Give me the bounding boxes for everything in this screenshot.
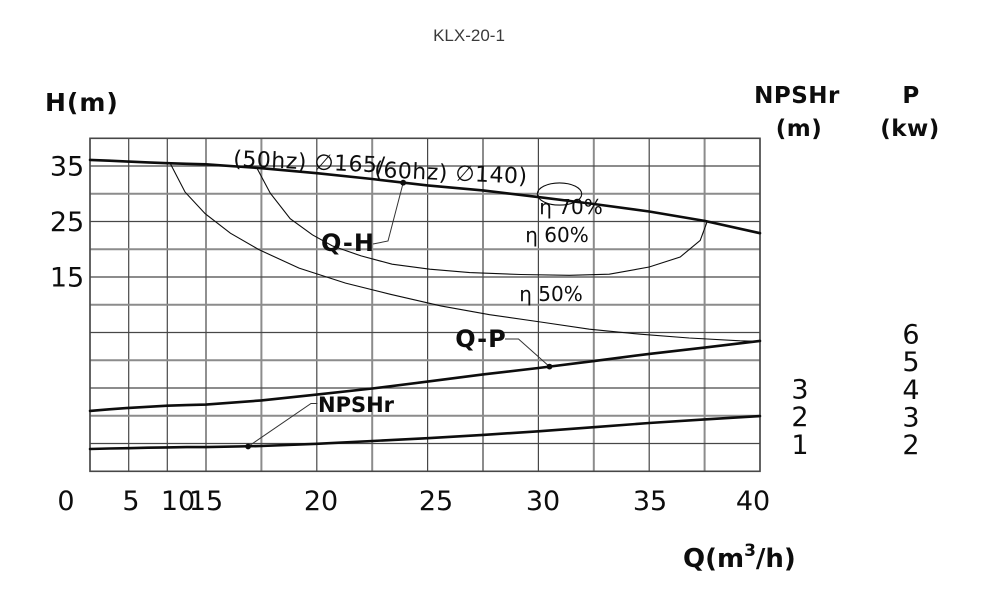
npshr-axis-header: NPSHr bbox=[754, 83, 840, 109]
p-tick-label: 2 bbox=[902, 430, 919, 461]
chart-border bbox=[89, 137, 761, 473]
leader-q-h bbox=[372, 182, 404, 245]
efficiency-contour-50 bbox=[169, 163, 761, 342]
bep-ellipse bbox=[536, 182, 583, 206]
q-tick-label: 10 bbox=[161, 486, 195, 517]
p-axis-header: P bbox=[902, 83, 919, 109]
leader-q-p bbox=[505, 338, 550, 368]
chart-annotations bbox=[245, 179, 553, 450]
p-tick-label: 4 bbox=[902, 375, 919, 406]
npshr-tick-label: 2 bbox=[791, 402, 808, 433]
npshr-tick-label: 3 bbox=[791, 375, 808, 406]
q-axis-label: Q(m3/h) bbox=[683, 541, 796, 574]
callout-dot-npshr bbox=[245, 443, 252, 450]
page-title: KLX-20-1 bbox=[433, 26, 505, 45]
npshr-axis-unit: (m) bbox=[776, 116, 823, 142]
leader-npshr bbox=[247, 403, 318, 447]
impeller-label-60hz: (60hz) ∅140) bbox=[374, 158, 528, 190]
p-axis-unit: (kw) bbox=[880, 116, 940, 142]
curve-q-p bbox=[88, 339, 762, 413]
impeller-label-50hz: (50hz) ∅165/ bbox=[233, 147, 386, 179]
chart-curves bbox=[88, 158, 762, 451]
h-tick-label: 35 bbox=[50, 152, 84, 183]
qh-curve-label: Q-H bbox=[321, 229, 375, 257]
p-tick-label: 3 bbox=[902, 403, 919, 434]
eta-70-label: η 70% bbox=[539, 195, 603, 219]
curve-npshr bbox=[88, 414, 762, 451]
q-tick-label: 40 bbox=[736, 486, 770, 517]
eta-60-label: η 60% bbox=[525, 223, 589, 247]
curve-q-h bbox=[88, 158, 762, 235]
efficiency-contour-60 bbox=[256, 167, 708, 276]
q-tick-label: 35 bbox=[633, 486, 667, 517]
h-tick-label: 25 bbox=[50, 207, 84, 238]
q-tick-label: 0 bbox=[57, 486, 74, 517]
q-tick-label: 30 bbox=[526, 486, 560, 517]
callout-dot-q-p bbox=[546, 363, 553, 370]
q-tick-label: 5 bbox=[122, 486, 139, 517]
npshr-tick-label: 1 bbox=[791, 430, 808, 461]
p-tick-label: 6 bbox=[902, 320, 919, 351]
q-tick-label: 20 bbox=[304, 486, 338, 517]
q-tick-label: 15 bbox=[189, 486, 223, 517]
q-tick-label: 25 bbox=[419, 486, 453, 517]
callout-dot-q-h bbox=[400, 179, 407, 186]
qp-curve-label: Q-P bbox=[455, 325, 506, 353]
p-tick-label: 5 bbox=[902, 347, 919, 378]
h-tick-label: 15 bbox=[50, 263, 84, 294]
npshr-curve-label: NPSHr bbox=[318, 393, 395, 417]
h-axis-label: H(m) bbox=[45, 88, 119, 117]
eta-50-label: η 50% bbox=[519, 282, 583, 306]
